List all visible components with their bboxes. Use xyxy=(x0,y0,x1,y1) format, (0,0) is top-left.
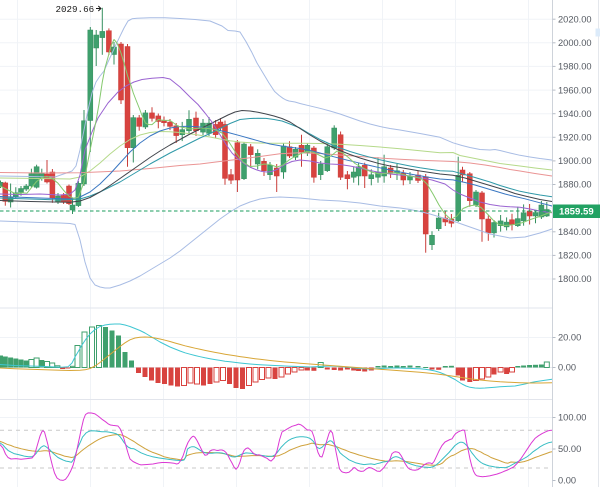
svg-text:1880.00: 1880.00 xyxy=(558,180,592,190)
svg-text:1980.00: 1980.00 xyxy=(558,62,592,72)
svg-text:0.00: 0.00 xyxy=(558,476,576,486)
svg-text:2020.00: 2020.00 xyxy=(558,14,592,24)
svg-text:0.00: 0.00 xyxy=(558,363,576,373)
svg-text:1840.00: 1840.00 xyxy=(558,227,592,237)
svg-text:20.00: 20.00 xyxy=(558,333,581,343)
svg-text:1820.00: 1820.00 xyxy=(558,251,592,261)
svg-text:1940.00: 1940.00 xyxy=(558,109,592,119)
svg-text:2029.66: 2029.66 xyxy=(56,4,95,15)
svg-text:1900.00: 1900.00 xyxy=(558,156,592,166)
svg-text:1920.00: 1920.00 xyxy=(558,133,592,143)
svg-text:1960.00: 1960.00 xyxy=(558,85,592,95)
svg-text:1859.59: 1859.59 xyxy=(559,207,594,218)
svg-text:1800.00: 1800.00 xyxy=(558,274,592,284)
svg-text:50.00: 50.00 xyxy=(558,444,581,454)
svg-text:100.00: 100.00 xyxy=(558,413,586,423)
svg-text:2000.00: 2000.00 xyxy=(558,38,592,48)
